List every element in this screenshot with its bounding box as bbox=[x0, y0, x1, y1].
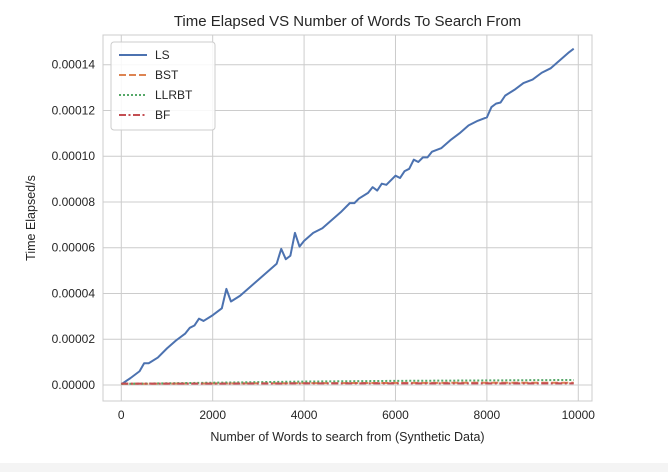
legend-label-bf: BF bbox=[155, 108, 170, 122]
x-tick-label: 4000 bbox=[291, 408, 318, 422]
y-tick-label: 0.00014 bbox=[52, 58, 96, 72]
legend-label-bst: BST bbox=[155, 68, 179, 82]
plot-frame bbox=[102, 34, 593, 402]
legend-box bbox=[110, 41, 216, 131]
y-tick-label: 0.00008 bbox=[52, 195, 96, 209]
y-tick-label: 0.00000 bbox=[52, 378, 96, 392]
x-tick-label: 2000 bbox=[199, 408, 226, 422]
x-tick-label: 10000 bbox=[562, 408, 596, 422]
y-tick-label: 0.00004 bbox=[52, 286, 96, 300]
y-axis-label: Time Elapsed/s bbox=[24, 175, 38, 261]
x-tick-labels: 0 2000 4000 6000 8000 10000 bbox=[118, 408, 595, 422]
series-lines bbox=[120, 47, 575, 386]
y-tick-labels: 0.00000 0.00002 0.00004 0.00006 0.00008 0.000… bbox=[52, 58, 96, 392]
y-tick-label: 0.00012 bbox=[52, 103, 96, 117]
legend-label-ls: LS bbox=[155, 48, 170, 62]
y-tick-label: 0.00002 bbox=[52, 332, 96, 346]
chart-title: Time Elapsed VS Number of Words To Searc… bbox=[174, 13, 521, 30]
x-tick-label: 0 bbox=[118, 408, 125, 422]
y-tick-label: 0.00010 bbox=[52, 149, 96, 163]
footer-strip bbox=[0, 463, 668, 472]
x-tick-label: 6000 bbox=[382, 408, 409, 422]
series-line-ls bbox=[120, 47, 575, 386]
y-tick-label: 0.00006 bbox=[52, 241, 96, 255]
legend-label-llrbt: LLRBT bbox=[155, 88, 193, 102]
legend: LS BST LLRBT BF bbox=[110, 41, 216, 131]
x-tick-label: 8000 bbox=[474, 408, 501, 422]
x-axis-label: Number of Words to search from (Syntheti… bbox=[210, 430, 484, 444]
